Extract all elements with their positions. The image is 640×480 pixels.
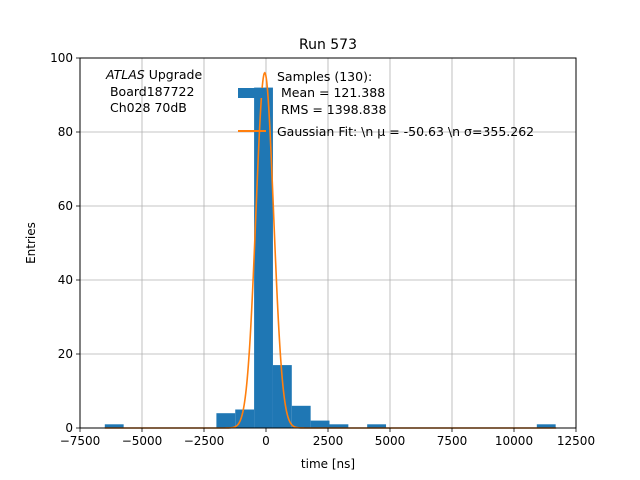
x-tick-label: 5000 [375,434,406,448]
histogram-bar [536,424,556,428]
y-tick-label: 20 [58,347,73,361]
x-tick-label: 2500 [313,434,344,448]
y-axis-label: Entries [24,222,38,264]
legend-samples-swatch [238,88,266,98]
x-tick-label: 10000 [495,434,533,448]
histogram-bar [329,424,349,428]
y-axis-ticks: 0 20 40 60 80 100 [50,51,80,435]
x-axis-label: time [ns] [301,457,355,471]
atlas-italic: ATLAS [105,67,145,82]
upgrade-text: Upgrade [145,67,203,82]
legend-samples-rms: RMS = 1398.838 [277,102,386,117]
y-tick-label: 60 [58,199,73,213]
histogram-bar [216,413,236,428]
atlas-label: ATLAS Upgrade [105,67,202,82]
histogram-bar [291,405,311,428]
legend: Samples (130): Mean = 121.388 RMS = 1398… [238,69,534,139]
chart-title: Run 573 [299,37,357,53]
channel-label: Ch028 70dB [106,100,187,115]
x-tick-label: 7500 [437,434,468,448]
legend-fit-label: Gaussian Fit: \n μ = -50.63 \n σ=355.262 [277,124,534,139]
atlas-annotation: ATLAS Upgrade Board187722 Ch028 70dB [105,67,202,115]
y-tick-label: 40 [58,273,73,287]
histogram-bar [104,424,124,428]
histogram-bar [254,87,273,428]
histogram-bar [310,420,330,428]
histogram-bar [367,424,387,428]
legend-samples-line1: Samples (130): [277,69,372,84]
x-tick-label: 12500 [557,434,595,448]
x-tick-label: −5000 [122,434,163,448]
y-tick-label: 80 [58,125,73,139]
board-label: Board187722 [106,84,194,99]
histogram-bar [235,409,255,428]
x-axis-ticks: −7500 −5000 −2500 0 2500 5000 7500 10000 12500 [60,428,595,448]
x-tick-label: −7500 [60,434,101,448]
x-tick-label: 0 [262,434,270,448]
legend-samples-mean: Mean = 121.388 [277,85,385,100]
y-tick-label: 0 [65,421,73,435]
x-tick-label: −2500 [184,434,225,448]
y-tick-label: 100 [50,51,73,65]
